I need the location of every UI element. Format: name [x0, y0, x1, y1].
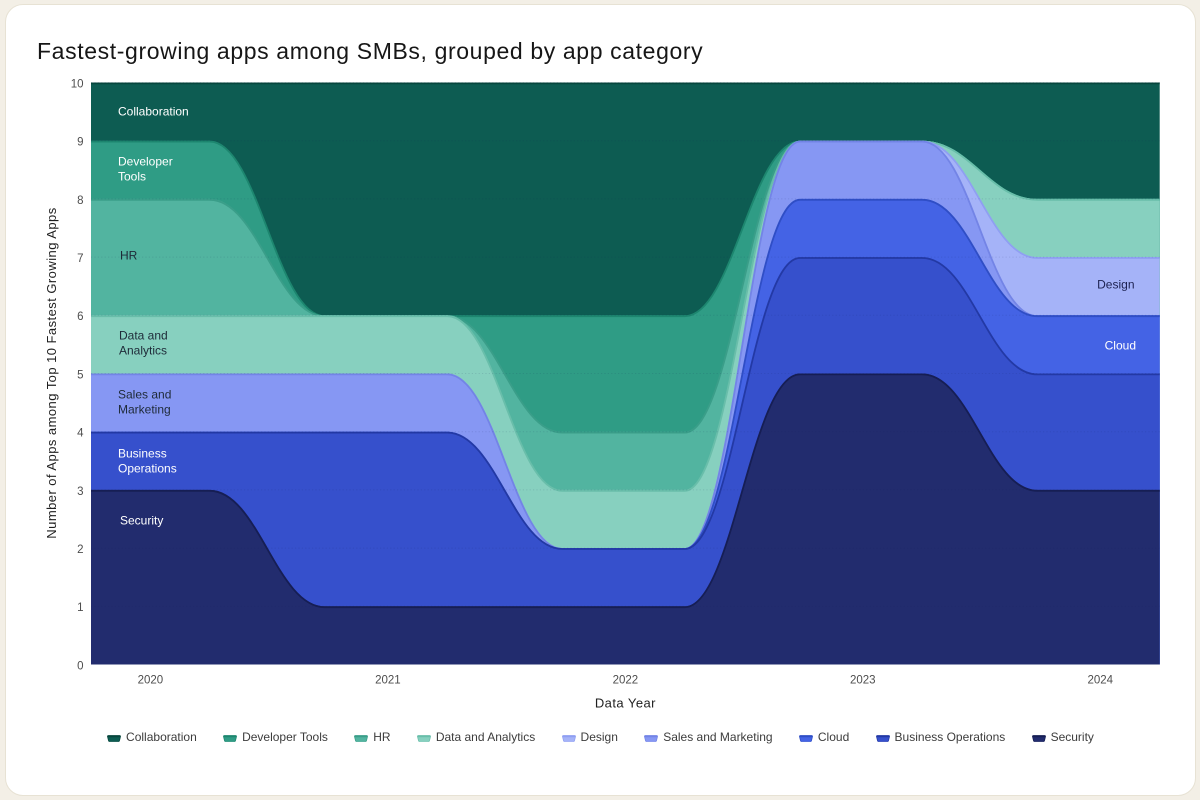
svg-text:Number of Apps among Top 10 Fa: Number of Apps among Top 10 Fastest Grow…	[44, 207, 59, 538]
svg-text:Design: Design	[1097, 278, 1134, 292]
svg-text:Collaboration: Collaboration	[118, 105, 189, 119]
svg-text:6: 6	[77, 311, 83, 323]
svg-text:Operations: Operations	[118, 462, 177, 476]
svg-text:9: 9	[77, 137, 83, 149]
svg-text:Marketing: Marketing	[118, 403, 171, 417]
svg-text:4: 4	[77, 428, 84, 440]
svg-text:Cloud: Cloud	[1105, 339, 1136, 353]
svg-text:1: 1	[77, 602, 83, 614]
svg-text:Security: Security	[120, 514, 163, 528]
svg-text:0: 0	[77, 660, 83, 672]
svg-text:2024: 2024	[1088, 675, 1114, 687]
svg-text:7: 7	[77, 253, 83, 265]
svg-text:Data and: Data and	[119, 329, 168, 343]
svg-text:Sales and: Sales and	[118, 388, 171, 402]
svg-text:3: 3	[77, 486, 83, 498]
svg-text:Tools: Tools	[118, 170, 146, 184]
svg-text:Business: Business	[118, 447, 167, 461]
svg-text:8: 8	[77, 195, 83, 207]
svg-text:5: 5	[77, 369, 83, 381]
svg-text:2020: 2020	[138, 675, 164, 687]
svg-text:Developer: Developer	[118, 155, 173, 169]
svg-text:HR: HR	[120, 249, 138, 263]
svg-text:2022: 2022	[613, 675, 639, 687]
svg-text:10: 10	[71, 78, 84, 90]
svg-text:2: 2	[77, 544, 83, 556]
svg-text:Data Year: Data Year	[595, 696, 656, 711]
svg-text:2021: 2021	[375, 675, 401, 687]
svg-text:Analytics: Analytics	[119, 344, 167, 358]
svg-text:2023: 2023	[850, 675, 876, 687]
